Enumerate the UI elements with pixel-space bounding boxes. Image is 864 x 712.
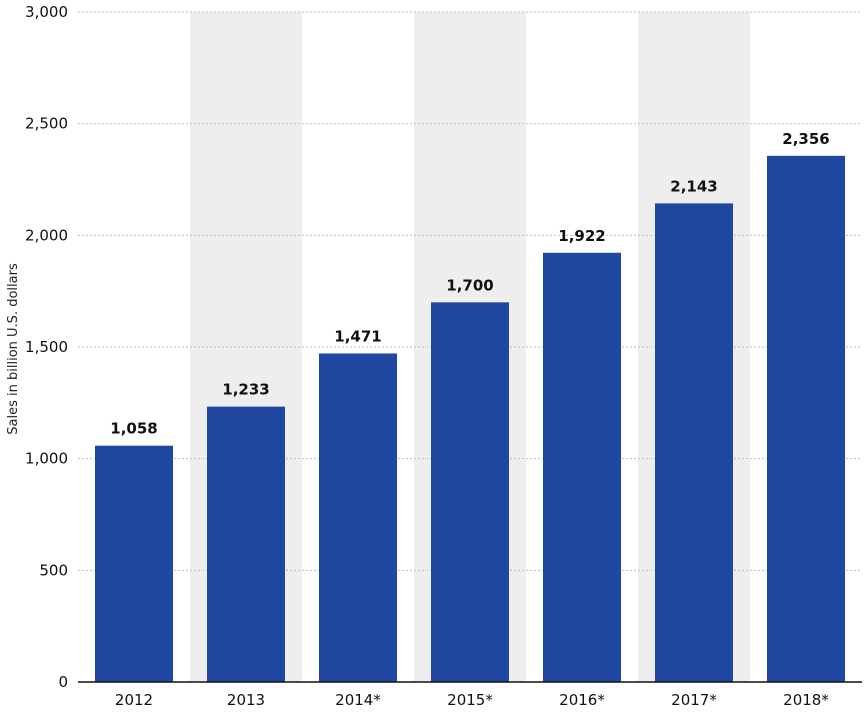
y-tick-label: 1,000 (25, 450, 68, 468)
value-label: 1,058 (110, 420, 157, 438)
value-label: 1,233 (222, 381, 269, 399)
y-axis-ticks: 0 500 1,000 1,500 2,000 2,500 3,000 (25, 3, 68, 691)
bar-2014 (319, 353, 397, 682)
value-label: 1,922 (558, 227, 605, 245)
x-tick-label: 2016* (559, 691, 605, 709)
x-tick-label: 2014* (335, 691, 381, 709)
bar-2017 (655, 203, 733, 682)
x-tick-label: 2013 (227, 691, 265, 709)
x-tick-label: 2018* (783, 691, 829, 709)
bars (95, 155, 845, 682)
y-tick-label: 0 (58, 673, 68, 691)
y-tick-label: 500 (39, 561, 68, 579)
bar-2012 (95, 445, 173, 682)
x-tick-label: 2012 (115, 691, 153, 709)
value-labels: 1,058 1,233 1,471 1,700 1,922 2,143 2,356 (110, 130, 829, 438)
y-tick-label: 2,500 (25, 115, 68, 133)
x-tick-label: 2015* (447, 691, 493, 709)
bar-2015 (431, 302, 509, 682)
y-tick-label: 2,000 (25, 226, 68, 244)
bar-2013 (207, 406, 285, 682)
y-axis-label: Sales in billion U.S. dollars (6, 263, 21, 435)
x-axis-ticks: 2012 2013 2014* 2015* 2016* 2017* 2018* (115, 691, 829, 709)
value-label: 1,471 (334, 327, 381, 345)
value-label: 1,700 (446, 276, 493, 294)
bar-2018 (767, 155, 845, 682)
x-tick-label: 2017* (671, 691, 717, 709)
value-label: 2,143 (670, 177, 717, 195)
y-tick-label: 3,000 (25, 3, 68, 21)
value-label: 2,356 (782, 130, 829, 148)
bar-2016 (543, 252, 621, 682)
y-tick-label: 1,500 (25, 338, 68, 356)
